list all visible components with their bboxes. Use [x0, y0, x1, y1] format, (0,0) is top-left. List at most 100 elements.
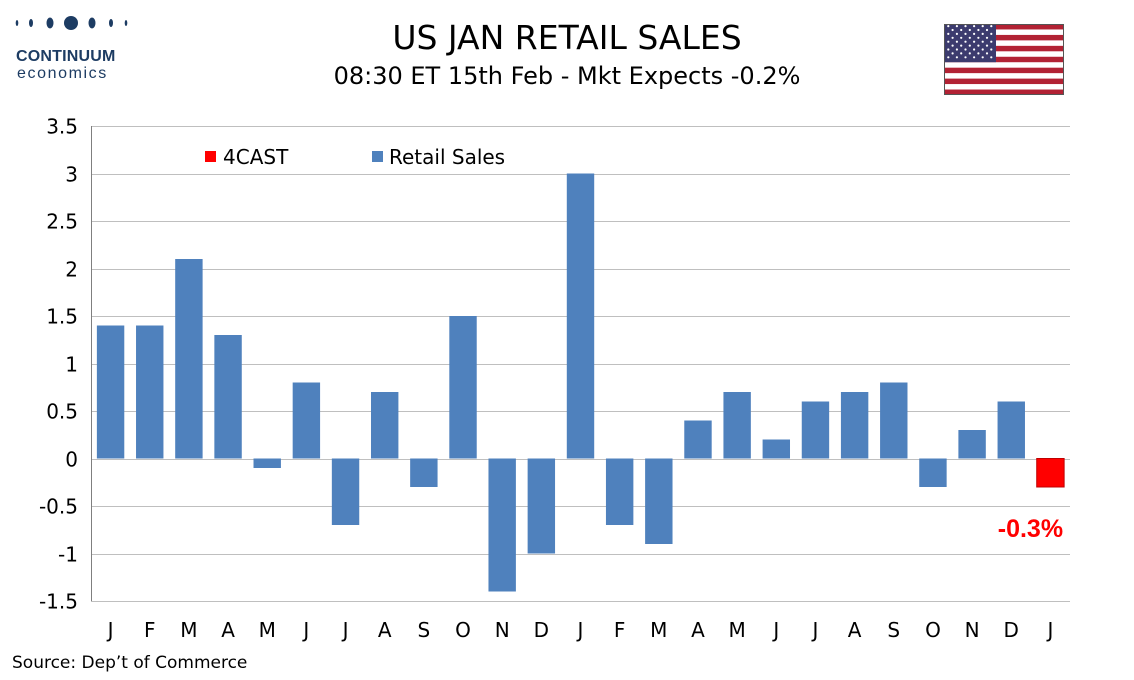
bar-retail-sales: [566, 173, 595, 459]
forecast-annotation: -0.3%: [998, 515, 1063, 543]
flag-star: [973, 25, 976, 28]
logo-name: CONTINUUM: [16, 48, 116, 65]
bar-retail-sales: [292, 382, 321, 459]
y-tick-label: 0: [65, 448, 78, 472]
annotations: -0.3%: [998, 515, 1063, 543]
flag-star: [973, 32, 976, 35]
flag-star: [955, 56, 958, 59]
y-axis-ticks: 3.5 3 2.5 2 1.5 1 0.5 0 -0.5 -1 -1.5: [39, 115, 78, 614]
y-tick-label: 2.5: [46, 210, 78, 234]
x-tick-label: A: [691, 618, 705, 642]
page-subtitle: 08:30 ET 15th Feb - Mkt Expects -0.2%: [333, 62, 801, 90]
y-tick-label: 0.5: [46, 400, 78, 424]
flag-star: [985, 52, 989, 55]
x-tick-label: O: [925, 618, 941, 642]
x-tick-label: J: [106, 618, 114, 642]
flag-star: [977, 52, 980, 55]
x-tick-label: O: [455, 618, 471, 642]
y-tick-label: 1.5: [46, 305, 78, 329]
y-tick-label: 3: [65, 163, 78, 187]
us-flag-icon: [944, 24, 1064, 95]
bar-retail-sales: [214, 335, 242, 459]
bar-retail-sales: [449, 316, 477, 459]
flag-star: [990, 56, 993, 59]
flag-star: [947, 56, 950, 59]
bar-retail-sales: [253, 458, 281, 468]
x-tick-label: D: [1004, 618, 1019, 642]
x-tick-label: J: [1045, 618, 1053, 642]
x-tick-label: M: [650, 618, 667, 642]
y-tick-label: -1: [58, 543, 78, 567]
flag-star: [955, 48, 958, 51]
y-tick-label: 1: [65, 353, 78, 377]
legend: 4CAST Retail Sales: [205, 145, 505, 169]
bar-retail-sales: [175, 259, 203, 459]
flag-star: [960, 36, 963, 39]
flag-star: [981, 25, 984, 28]
flag-star: [947, 25, 950, 28]
bar-retail-sales: [410, 458, 438, 487]
flag-star: [951, 52, 954, 55]
bar-retail-sales: [645, 458, 673, 544]
flag-star: [990, 48, 993, 51]
y-tick-label: 2: [65, 258, 78, 282]
x-tick-label: F: [144, 618, 156, 642]
x-tick-label: A: [378, 618, 392, 642]
flag-star: [947, 40, 950, 43]
x-tick-label: F: [614, 618, 626, 642]
bar-retail-sales: [958, 430, 986, 459]
x-tick-label: J: [301, 618, 309, 642]
flag-star: [955, 40, 958, 43]
flag-star: [981, 40, 984, 43]
bar-retail-sales: [136, 325, 164, 459]
flag-star: [960, 44, 963, 47]
bar-retail-sales: [331, 458, 360, 525]
flag-star: [947, 32, 950, 35]
x-tick-label: J: [341, 618, 349, 642]
bar-retail-sales: [96, 325, 125, 459]
flag-star: [964, 32, 967, 35]
flag-star: [990, 40, 993, 43]
flag-star: [968, 36, 971, 39]
bar-retail-sales: [370, 392, 399, 459]
page-title: US JAN RETAIL SALES: [392, 18, 742, 57]
flag-star: [964, 56, 967, 59]
flag-star: [973, 48, 976, 51]
x-tick-label: A: [848, 618, 862, 642]
logo-tagline: economics: [17, 65, 108, 82]
flag-star: [968, 52, 971, 55]
bar-4cast: [1036, 458, 1065, 488]
bar-retail-sales: [605, 458, 634, 525]
flag-star: [964, 48, 967, 51]
flag-star: [951, 36, 954, 39]
x-tick-label: S: [418, 618, 431, 642]
x-tick-label: N: [495, 618, 510, 642]
flag-star: [973, 40, 976, 43]
x-tick-label: A: [221, 618, 235, 642]
flag-star: [955, 25, 958, 28]
bars: [96, 173, 1065, 592]
y-tick-label: 3.5: [46, 115, 78, 139]
legend-swatch-4cast: [205, 151, 216, 162]
x-tick-label: M: [729, 618, 746, 642]
x-tick-label: S: [887, 618, 900, 642]
legend-swatch-retail-sales: [372, 151, 383, 162]
y-tick-label: -1.5: [39, 590, 78, 614]
bar-retail-sales: [762, 439, 791, 459]
bar-retail-sales: [723, 392, 751, 459]
flag-star: [981, 32, 984, 35]
continuum-logo: CONTINUUM economics: [14, 12, 134, 82]
flag-star: [990, 25, 993, 28]
x-tick-label: M: [259, 618, 276, 642]
x-tick-label: D: [534, 618, 549, 642]
y-tick-label: -0.5: [39, 495, 78, 519]
flag-star: [977, 44, 980, 47]
bar-retail-sales: [488, 458, 516, 592]
bar-retail-sales: [684, 420, 712, 459]
flag-star: [981, 56, 984, 59]
bar-retail-sales: [880, 382, 908, 459]
flag-star: [968, 44, 971, 47]
bar-retail-sales: [801, 401, 830, 459]
